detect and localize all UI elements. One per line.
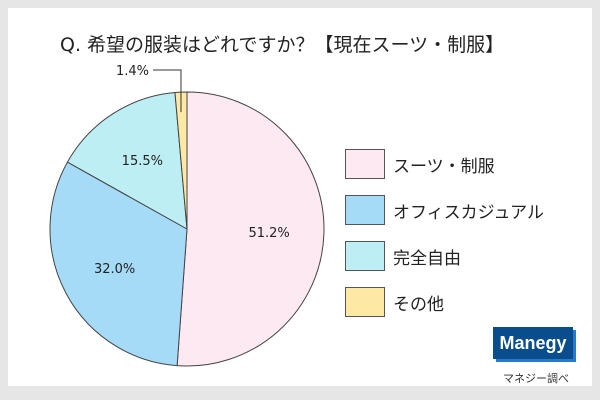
pie-slice-1 — [49, 161, 188, 367]
legend-item: その他 — [345, 286, 544, 318]
legend: スーツ・制服 オフィスカジュアル 完全自由 その他 — [345, 148, 544, 332]
manegy-logo: Manegy — [493, 327, 573, 359]
data-label: 1.4% — [116, 64, 149, 79]
data-label: 32.0% — [94, 262, 135, 277]
chart-title: Q. 希望の服装はどれですか？【現在スーツ・制服】 — [60, 34, 505, 56]
legend-swatch — [345, 195, 385, 225]
legend-label: 完全自由 — [393, 248, 461, 269]
source-note: マネジー調べ — [503, 372, 569, 385]
legend-swatch — [345, 149, 385, 179]
legend-item: スーツ・制服 — [345, 148, 544, 180]
legend-label: その他 — [393, 294, 444, 315]
legend-item: オフィスカジュアル — [345, 194, 544, 226]
legend-item: 完全自由 — [345, 240, 544, 272]
pie-slice-0 — [176, 91, 325, 367]
data-label: 15.5% — [122, 154, 163, 169]
legend-label: オフィスカジュアル — [393, 202, 544, 223]
legend-swatch — [345, 287, 385, 317]
legend-swatch — [345, 241, 385, 271]
data-label: 51.2% — [248, 226, 289, 241]
pie-slice-2 — [66, 91, 188, 230]
leader-line — [152, 69, 182, 113]
legend-label: スーツ・制服 — [393, 156, 495, 177]
